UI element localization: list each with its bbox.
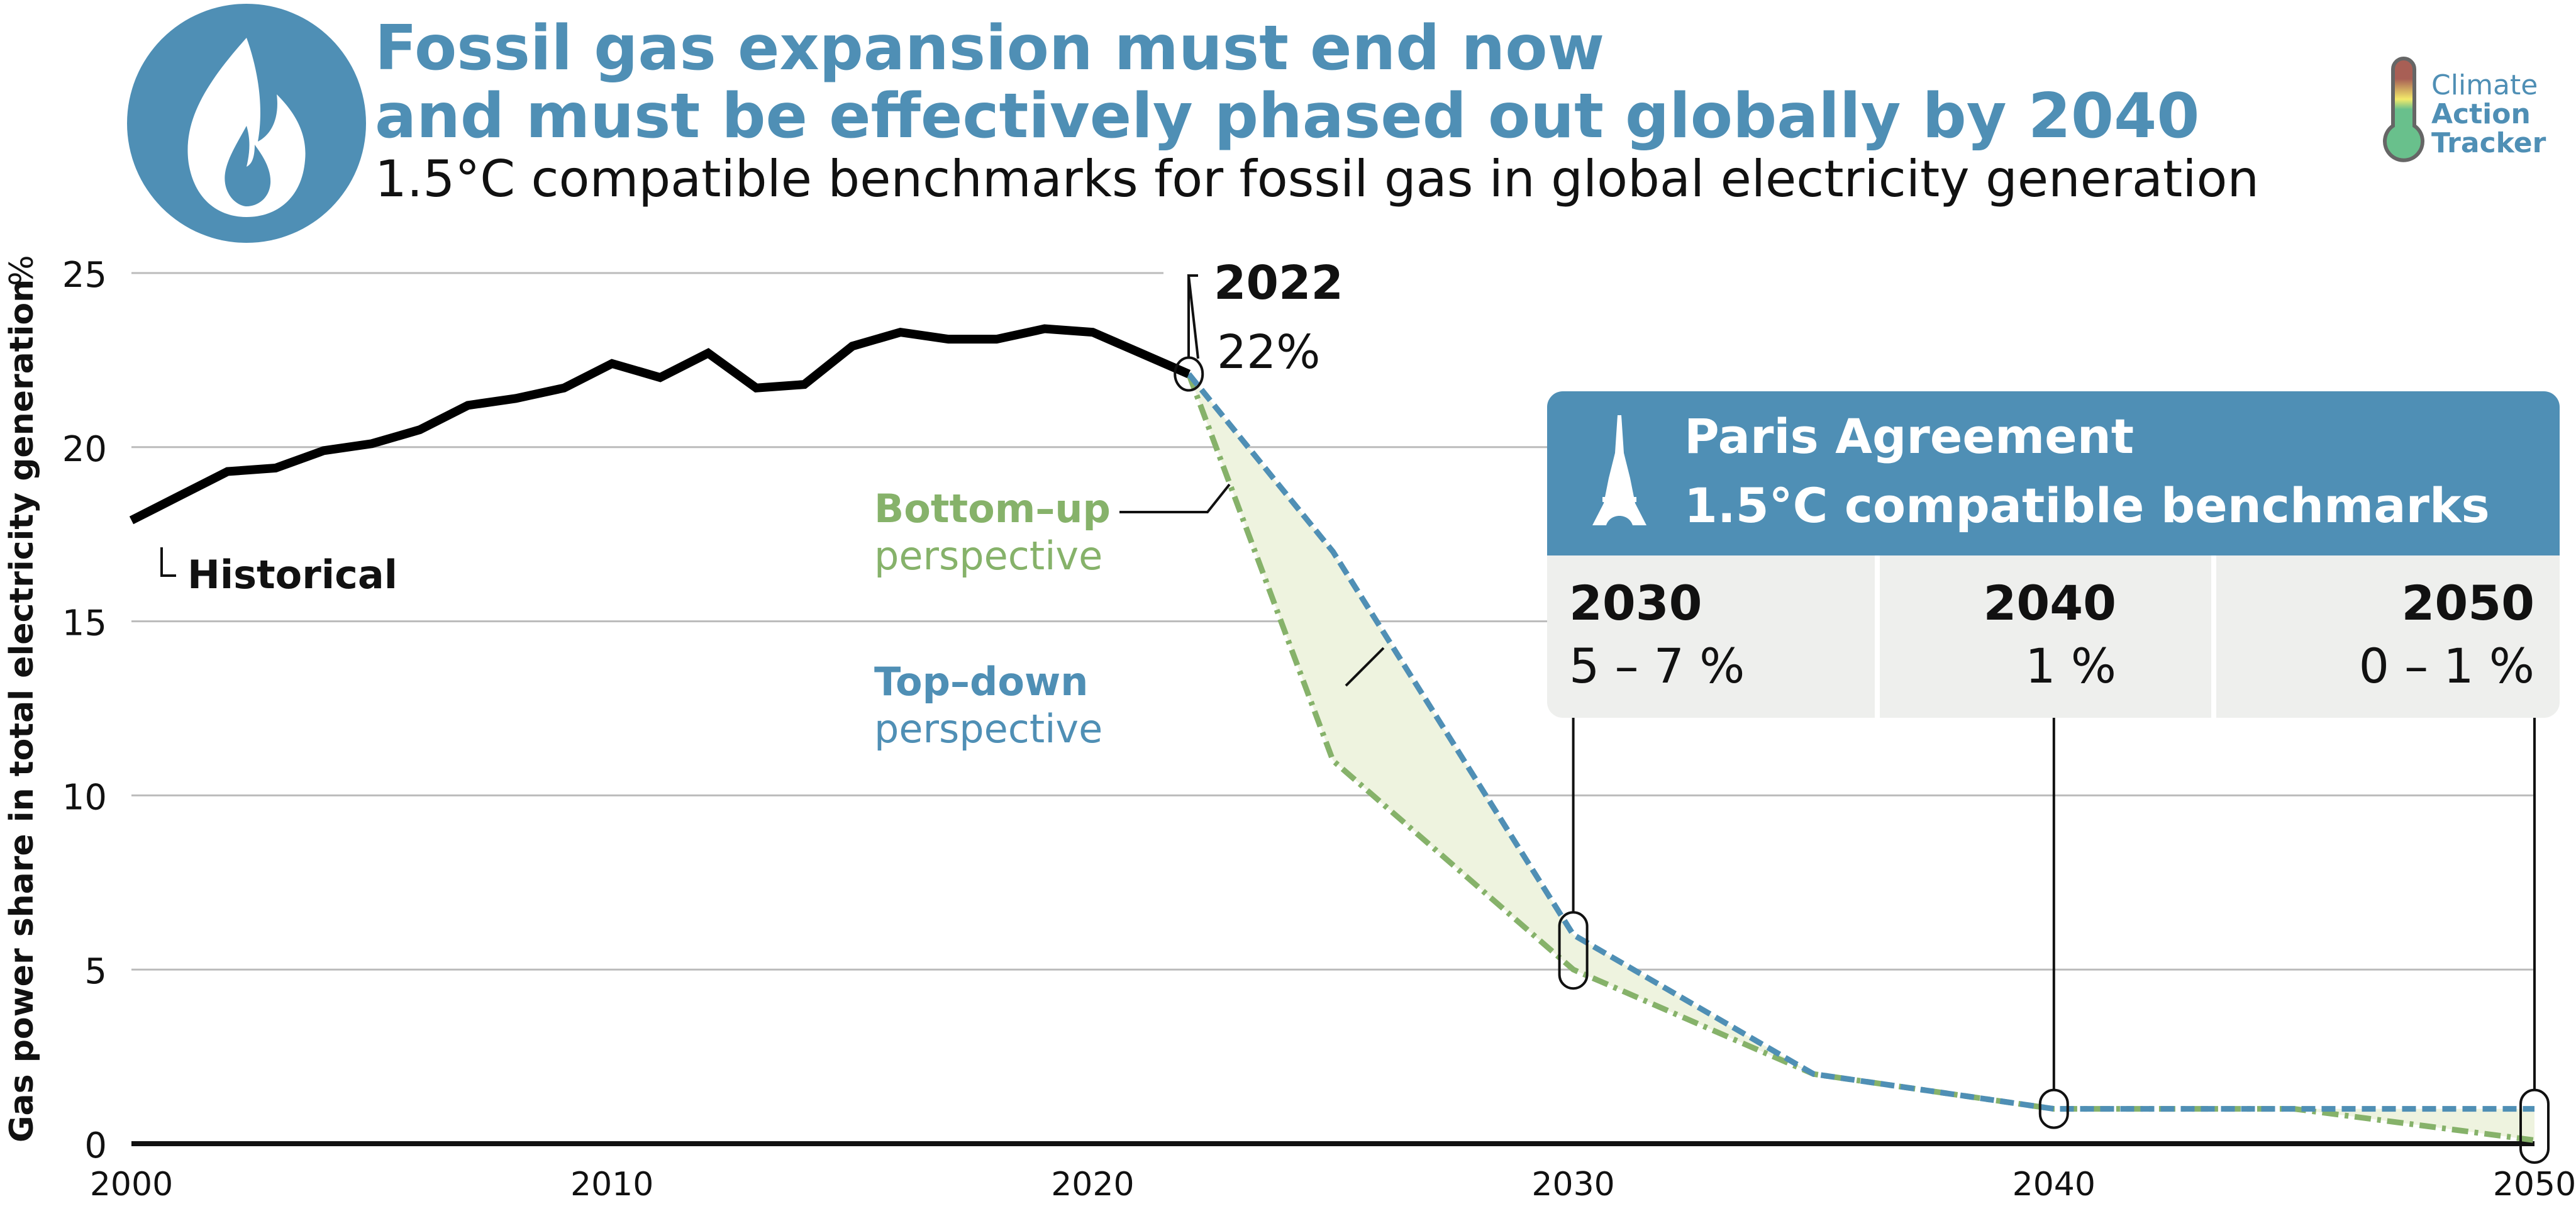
marker-2022 [1174, 356, 1204, 392]
title-line1: Fossil gas expansion must end now [375, 13, 1604, 84]
y-tick-label-5: 5 [84, 951, 107, 992]
benchmark-2040-year: 2040 [1983, 575, 2116, 631]
title-line2: and must be effectively phased out globa… [375, 81, 2199, 152]
top-down-leader [1345, 647, 1385, 687]
header: Fossil gas expansion must end now and mu… [127, 4, 2259, 243]
year-2022-leader [1187, 274, 1199, 359]
bottom-up-sublabel: perspective [874, 533, 1102, 579]
logo-line1: Climate [2431, 69, 2538, 101]
y-axis-unit: % [3, 255, 41, 286]
year-2022-label: 2022 [1214, 256, 1343, 310]
x-tick-label-2050: 2050 [2493, 1166, 2576, 1203]
pathway-range-fill [1189, 374, 2534, 1141]
x-tick-label-2010: 2010 [570, 1166, 653, 1203]
benchmark-marker-2030 [1558, 911, 1589, 990]
bottom-up-leader [1119, 483, 1231, 513]
x-tick-label-2040: 2040 [2012, 1166, 2096, 1203]
flame-icon [187, 38, 306, 217]
benchmark-2050-value: 0 – 1 % [2359, 638, 2534, 694]
logo-line3: Tracker [2431, 127, 2546, 159]
x-tick-label-2000: 2000 [90, 1166, 173, 1203]
x-tick-label-2030: 2030 [1531, 1166, 1614, 1203]
benchmark-2030-year: 2030 [1569, 575, 1702, 631]
benchmark-2050-year: 2050 [2401, 575, 2534, 631]
y-tick-label-20: 20 [62, 429, 107, 470]
logo-line2: Action [2431, 98, 2531, 130]
y-tick-labels: 0 5 10 15 20 25 [62, 255, 107, 1166]
subtitle: 1.5°C compatible benchmarks for fossil g… [375, 150, 2259, 208]
annotations: Historical 2022 22% Bottom–up perspectiv… [160, 256, 1385, 752]
eiffel-tower-icon [1592, 415, 1646, 525]
benchmarks-title-line2: 1.5°C compatible benchmarks [1684, 477, 2490, 533]
bottom-up-label: Bottom–up [874, 486, 1111, 532]
benchmarks-title-line1: Paris Agreement [1684, 408, 2134, 464]
y-tick-label-10: 10 [62, 777, 107, 818]
benchmark-markers [1174, 356, 2550, 1164]
y-tick-label-15: 15 [62, 603, 107, 644]
y-axis-title: Gas power share in total electricity gen… [3, 279, 41, 1142]
climate-action-tracker-logo: Climate Action Tracker [2383, 57, 2546, 162]
historical-label: Historical [187, 552, 397, 598]
y-tick-label-25: 25 [62, 255, 107, 296]
top-down-sublabel: perspective [874, 706, 1102, 752]
y-tick-label-0: 0 [84, 1125, 107, 1166]
benchmarks-panel: Paris Agreement 1.5°C compatible benchma… [1547, 391, 2560, 718]
top-down-label: Top–down [874, 659, 1088, 705]
benchmark-2040-value: 1 % [2025, 638, 2116, 694]
x-tick-label-2020: 2020 [1051, 1166, 1134, 1203]
series [129, 324, 2535, 1143]
series-line-top-down [1186, 372, 2534, 1112]
x-tick-labels: 2000 2010 2020 2030 2040 2050 [90, 1166, 2576, 1203]
benchmark-marker-2050 [2519, 1088, 2550, 1164]
historical-leader [160, 547, 176, 577]
series-line-historical [129, 324, 1191, 525]
benchmark-2030-value: 5 – 7 % [1569, 638, 1745, 694]
benchmark-marker-2040 [2038, 1088, 2069, 1129]
value-2022-label: 22% [1217, 325, 1320, 379]
